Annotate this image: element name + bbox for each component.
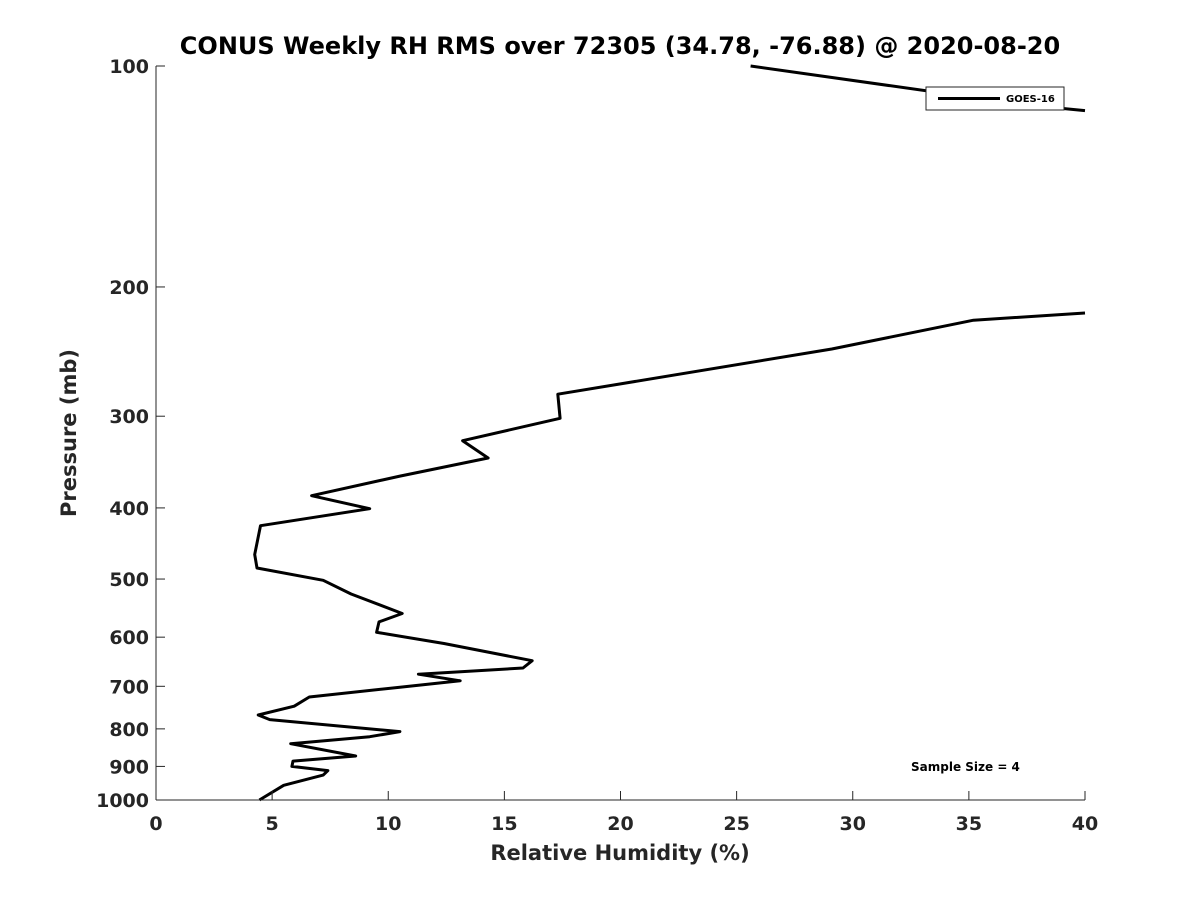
y-tick-label: 400 [109,498,149,520]
legend-label: GOES-16 [1006,94,1055,105]
x-tick-label: 30 [840,813,866,835]
x-tick-label: 0 [149,813,162,835]
y-tick-label: 800 [109,719,149,741]
x-axis-label: Relative Humidity (%) [490,841,749,865]
y-tick-label: 100 [109,56,149,78]
x-ticks: 0 5 10 15 20 25 30 35 40 [149,791,1098,835]
y-tick-label: 600 [109,627,149,649]
y-tick-label: 500 [109,569,149,591]
x-tick-label: 5 [266,813,279,835]
y-axis-label: Pressure (mb) [57,349,81,517]
plot-area [253,64,1086,802]
y-ticks: 100 200 300 400 500 600 700 800 900 1000 [96,56,165,812]
x-tick-label: 35 [956,813,982,835]
x-tick-label: 25 [723,813,749,835]
y-tick-label: 1000 [96,790,149,812]
x-tick-label: 20 [607,813,633,835]
y-tick-label: 700 [109,676,149,698]
y-tick-label: 200 [109,277,149,299]
y-tick-label: 300 [109,406,149,428]
x-tick-label: 10 [375,813,401,835]
y-tick-label: 900 [109,756,149,778]
chart-title: CONUS Weekly RH RMS over 72305 (34.78, -… [180,32,1060,60]
sample-size-annotation: Sample Size = 4 [911,760,1020,774]
x-tick-label: 15 [491,813,517,835]
series-line-goes-16 [253,311,1086,802]
x-tick-label: 40 [1072,813,1098,835]
legend: GOES-16 [925,86,1065,111]
